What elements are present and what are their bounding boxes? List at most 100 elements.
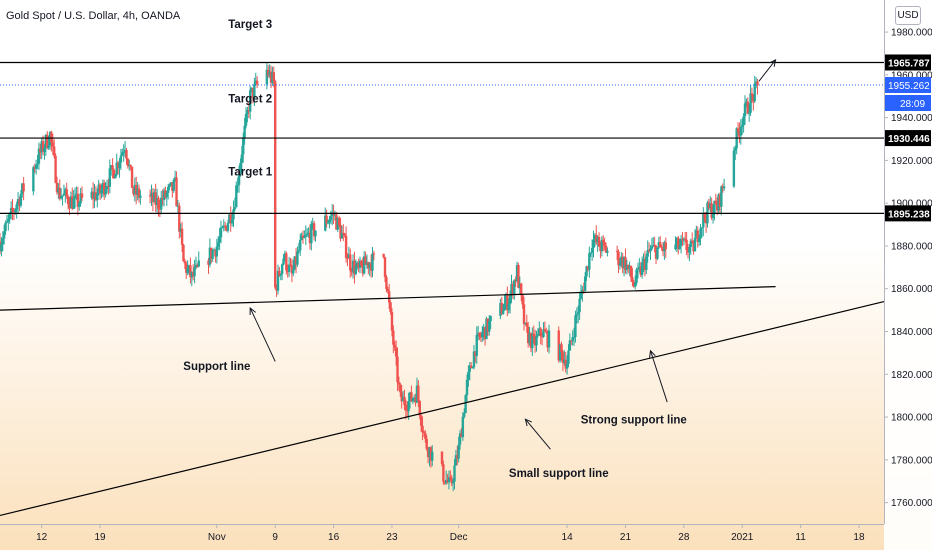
y-tick-label: 1880.000 — [891, 241, 932, 252]
candle-body — [746, 101, 749, 114]
candle-body — [100, 189, 103, 194]
annotation-text: Support line — [183, 361, 250, 373]
candle-body — [444, 479, 448, 484]
down-candle — [275, 284, 278, 297]
down-candle — [661, 242, 665, 257]
candle-body — [233, 207, 237, 210]
up-candle — [90, 187, 93, 200]
candle-body — [246, 109, 249, 114]
candle-body — [193, 267, 196, 277]
up-candle — [720, 185, 723, 216]
up-candle — [635, 267, 638, 286]
up-candle — [244, 107, 248, 129]
up-candle — [296, 246, 299, 267]
candle-body — [129, 165, 132, 167]
up-candle — [754, 77, 758, 89]
candle-body — [287, 264, 291, 273]
up-candle — [528, 326, 531, 346]
up-candle — [118, 158, 121, 178]
candle-body — [617, 251, 620, 266]
down-candle — [369, 254, 373, 278]
up-candle — [279, 273, 282, 281]
up-candle — [0, 237, 3, 257]
candle-body — [160, 197, 163, 210]
candle-body — [685, 239, 688, 251]
candle-body — [383, 257, 387, 278]
down-candle — [339, 217, 342, 242]
candle-body — [674, 244, 677, 250]
candle-body — [293, 256, 296, 270]
up-candle — [408, 391, 412, 409]
candle-body — [659, 242, 662, 248]
candles — [0, 62, 759, 492]
down-candle — [383, 256, 387, 283]
candle-body — [183, 261, 187, 264]
candle-body — [5, 221, 9, 223]
y-tick-label: 1800.000 — [891, 413, 932, 424]
candle-body — [275, 287, 278, 291]
up-candle — [501, 304, 505, 315]
candle-body — [280, 264, 284, 274]
down-candle — [557, 326, 560, 363]
candle-body — [7, 218, 10, 222]
down-candle — [449, 470, 452, 481]
candle-body — [0, 244, 3, 252]
up-candle — [186, 260, 189, 276]
candle-body — [518, 283, 522, 288]
up-candle — [150, 184, 153, 206]
candle-body — [33, 167, 36, 169]
candle-body — [18, 199, 21, 206]
candle-body — [581, 289, 584, 293]
up-candle — [1, 231, 4, 252]
up-candle — [693, 229, 697, 252]
candle-body — [714, 200, 718, 205]
candle-body — [255, 80, 259, 85]
candle-body — [229, 214, 232, 224]
down-candle — [460, 427, 463, 438]
candle-body — [300, 235, 303, 240]
candle-body — [703, 213, 706, 220]
down-candle — [11, 199, 14, 221]
candle-body — [582, 289, 585, 292]
up-candle — [577, 305, 580, 324]
up-candle — [413, 394, 416, 403]
up-candle — [467, 365, 470, 387]
up-candle — [558, 343, 562, 363]
up-candle — [444, 470, 448, 485]
candle-body — [424, 433, 427, 439]
up-candle — [280, 263, 284, 281]
up-candle — [649, 244, 652, 261]
y-tick-label: 1900.000 — [891, 199, 932, 210]
down-candle — [223, 221, 227, 231]
down-candle — [18, 196, 21, 212]
up-candle — [253, 77, 256, 107]
candle-body — [571, 337, 574, 341]
candle-body — [745, 101, 748, 104]
up-candle — [531, 327, 534, 356]
candle-body — [165, 192, 168, 198]
up-candle — [79, 187, 82, 207]
candle-body — [732, 150, 736, 187]
candle-body — [394, 347, 398, 357]
candle-body — [546, 332, 549, 348]
candle-body — [565, 363, 569, 369]
candle-body — [564, 359, 567, 369]
up-candle — [581, 285, 584, 302]
currency-button[interactable]: USD — [895, 6, 921, 25]
candle-body — [65, 189, 68, 197]
down-candle — [285, 251, 288, 275]
candle-body — [289, 264, 292, 266]
down-candle — [595, 225, 598, 245]
candle-body — [223, 225, 227, 227]
candle-body — [528, 333, 531, 344]
arrow-shaft — [650, 350, 668, 403]
up-candle — [674, 236, 677, 251]
down-candle — [290, 258, 294, 283]
down-candle — [539, 327, 542, 345]
down-candle — [540, 332, 544, 346]
candle-body — [741, 125, 744, 127]
up-candle — [328, 215, 331, 229]
candle-body — [679, 238, 683, 246]
up-candle — [563, 350, 566, 366]
